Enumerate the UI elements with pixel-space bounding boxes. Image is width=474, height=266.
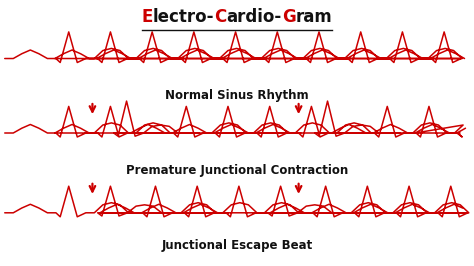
Text: E: E <box>142 8 153 26</box>
Text: lectro-: lectro- <box>153 8 214 26</box>
Text: ardio-: ardio- <box>227 8 282 26</box>
Text: ram: ram <box>296 8 332 26</box>
Text: G: G <box>282 8 296 26</box>
Text: Junctional Escape Beat: Junctional Escape Beat <box>161 239 313 252</box>
Text: Premature Junctional Contraction: Premature Junctional Contraction <box>126 164 348 177</box>
Text: Normal Sinus Rhythm: Normal Sinus Rhythm <box>165 89 309 102</box>
Text: C: C <box>214 8 227 26</box>
